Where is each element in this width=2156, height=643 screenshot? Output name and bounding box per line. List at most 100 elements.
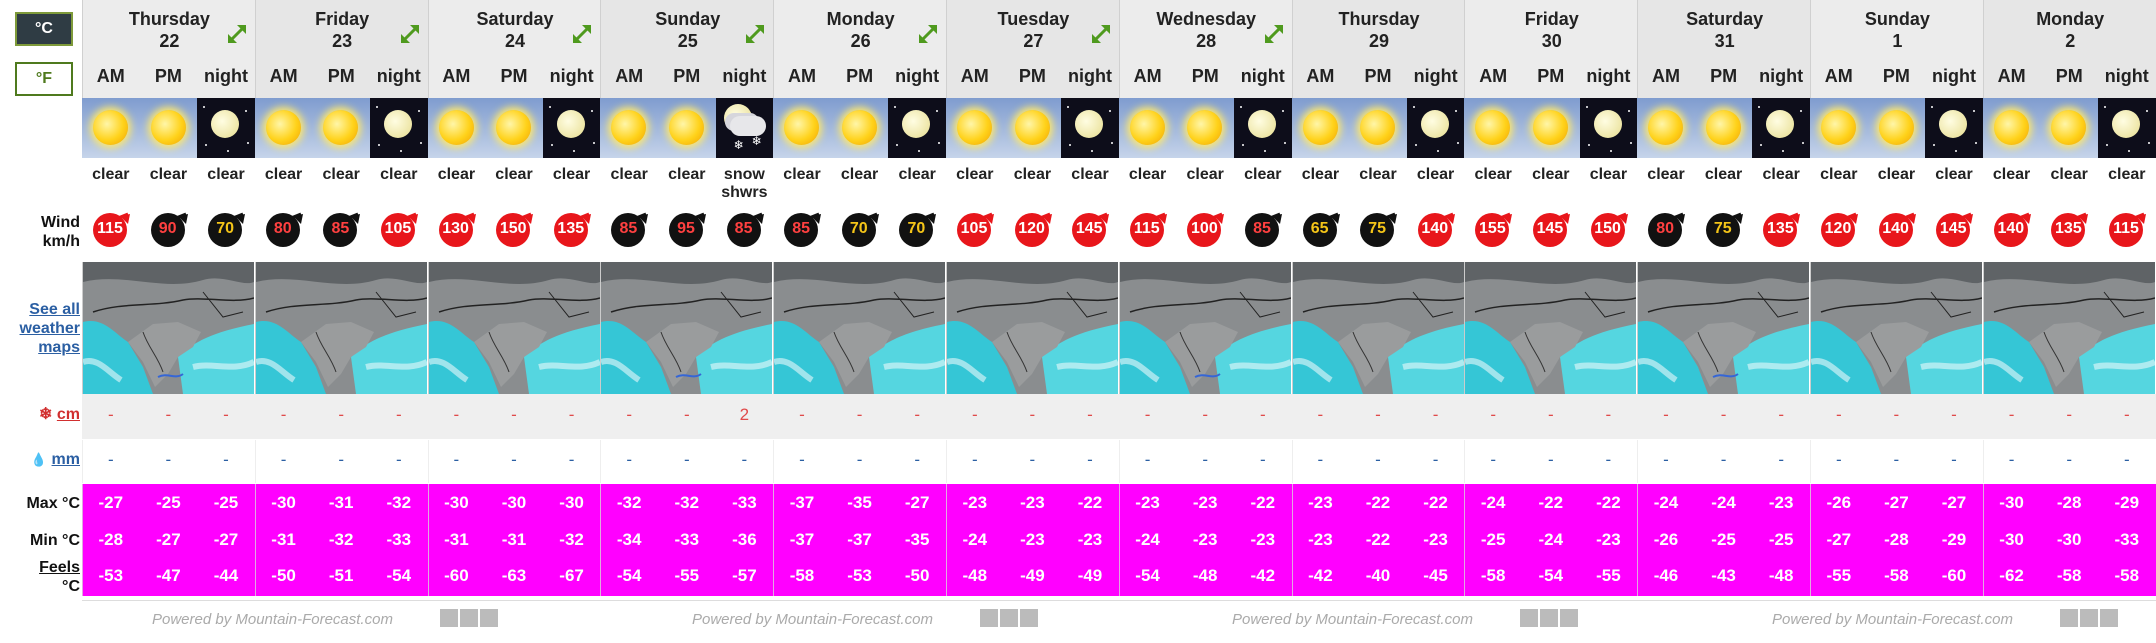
celsius-button[interactable]: °C xyxy=(15,12,73,46)
temperature-row-background xyxy=(1118,484,1292,596)
powered-by-text[interactable]: Powered by Mountain-Forecast.com xyxy=(152,611,393,628)
sun-icon xyxy=(841,110,877,145)
wind-cell: 120 xyxy=(1004,210,1062,252)
max-temp-value: -23 xyxy=(1308,493,1333,512)
sun-icon xyxy=(1705,110,1741,145)
weather-map-thumbnail[interactable] xyxy=(82,262,255,394)
period-label: night xyxy=(203,66,248,86)
wind-speed: 90 xyxy=(158,220,177,237)
moon-icon xyxy=(1075,110,1104,138)
min-temp-label: Min °C xyxy=(30,532,80,549)
wind-arrow-icon xyxy=(1648,212,1686,247)
weather-map-thumbnail[interactable] xyxy=(1637,262,1810,394)
min-temp-value: -36 xyxy=(732,530,757,549)
weather-icon-cell xyxy=(1867,98,1926,158)
sun-icon xyxy=(93,110,128,145)
max-temp-value: -30 xyxy=(501,493,527,512)
weather-icon-cell xyxy=(1752,98,1810,158)
wind-speed: 115 xyxy=(97,220,123,237)
expand-icon[interactable] xyxy=(223,20,251,48)
star-icon xyxy=(590,110,593,112)
max-temp-value: -29 xyxy=(2114,493,2140,512)
day-column: Thursday 22 AM clear 115- - -27 -28 -53 PM clear 90… xyxy=(82,0,256,600)
weather-map-thumbnail[interactable] xyxy=(946,262,1119,394)
raindrop-icon: 💧 xyxy=(30,452,48,467)
fahrenheit-button[interactable]: °F xyxy=(15,62,73,96)
expand-icon[interactable] xyxy=(396,20,424,48)
period-label: AM xyxy=(1651,66,1680,86)
max-temp-value: -35 xyxy=(847,493,872,512)
rain-row-background xyxy=(773,440,947,483)
expand-icon[interactable] xyxy=(914,20,942,48)
temperature-row-background xyxy=(1291,484,1465,596)
wind-arrow-icon xyxy=(784,212,822,247)
see-all-weather-maps-link[interactable]: See all weather maps xyxy=(19,301,80,356)
powered-by-text[interactable]: Powered by Mountain-Forecast.com xyxy=(1772,611,2013,628)
day-date: 2 xyxy=(2065,31,2076,51)
mountain-forecast-logo-icon xyxy=(2060,609,2118,627)
weather-icon-cell xyxy=(1176,98,1234,158)
period-label: PM xyxy=(2055,66,2083,86)
weather-icon-cell xyxy=(1118,98,1177,158)
weather-phrase: clear xyxy=(495,166,533,183)
expand-icon[interactable] xyxy=(1087,20,1115,48)
wind-cell: 155 xyxy=(1464,210,1522,252)
weather-map-thumbnail[interactable] xyxy=(600,262,773,394)
max-temp-value: -22 xyxy=(1423,493,1448,512)
rain-value: - xyxy=(1144,450,1151,469)
snow-row-background xyxy=(1118,394,1292,439)
feels-like-value: -53 xyxy=(98,566,124,585)
star-icon xyxy=(227,150,230,152)
snow-row-background xyxy=(600,394,774,439)
snow-row-background xyxy=(1291,394,1465,439)
weather-map-thumbnail[interactable] xyxy=(1982,262,2156,394)
day-header: Thursday 22 xyxy=(82,0,255,98)
moon-icon xyxy=(2111,110,2140,138)
sun-icon xyxy=(438,110,474,145)
max-temp-value: -33 xyxy=(732,493,757,512)
feels-like-value: -47 xyxy=(156,566,181,585)
day-column: Sunday 25 AM clear 85- - -32 -34 -54 PM clear 95- - -… xyxy=(600,0,775,600)
rain-value: - xyxy=(1778,450,1784,469)
star-icon xyxy=(247,142,250,144)
weather-map-thumbnail[interactable] xyxy=(254,262,428,394)
sun-icon xyxy=(2051,110,2087,145)
wind-arrow-icon xyxy=(1705,212,1743,247)
weather-map-thumbnail[interactable] xyxy=(1118,262,1292,394)
powered-by-text[interactable]: Powered by Mountain-Forecast.com xyxy=(692,611,933,628)
max-temp-value: -30 xyxy=(1999,493,2024,512)
sun-icon xyxy=(1302,110,1338,145)
min-temp-value: -33 xyxy=(2114,530,2140,549)
weather-map-thumbnail[interactable] xyxy=(427,262,601,394)
day-column: Saturday 24 AM clear 130- - -30 -31 -60 PM clear 15… xyxy=(427,0,602,600)
expand-icon[interactable] xyxy=(1260,20,1288,48)
powered-by-text[interactable]: Powered by Mountain-Forecast.com xyxy=(1232,611,1473,628)
weather-map-thumbnail[interactable] xyxy=(773,262,946,394)
weather-phrase: clear xyxy=(1935,166,1973,183)
wind-arrow-icon xyxy=(438,212,476,247)
wind-cell: 140 xyxy=(1407,210,1465,252)
wind-speed: 135 xyxy=(1767,220,1794,237)
weather-map-thumbnail[interactable] xyxy=(1464,262,1637,394)
max-temp-value: -30 xyxy=(271,493,296,512)
expand-icon[interactable] xyxy=(741,20,769,48)
snow-row-background xyxy=(773,394,946,439)
forecast-grid: Thursday 22 AM clear 115- - -27 -28 -53 PM clear 90… xyxy=(82,0,2156,642)
max-temp-value: -22 xyxy=(1077,493,1103,512)
temperature-row-background xyxy=(82,484,255,596)
weather-map-thumbnail[interactable] xyxy=(1810,262,1983,394)
weather-map-thumbnail[interactable] xyxy=(1291,262,1465,394)
rain-row-label[interactable]: 💧 mm xyxy=(0,450,80,469)
rain-value: - xyxy=(1663,450,1669,469)
snow-row-label[interactable]: ❄ cm xyxy=(0,405,80,424)
expand-icon[interactable] xyxy=(568,20,596,48)
weather-phrase: clear xyxy=(552,166,591,183)
period-label: AM xyxy=(787,66,816,86)
snow-value: - xyxy=(1893,405,1900,424)
day-date: 31 xyxy=(1714,31,1735,51)
wind-arrow-icon xyxy=(2051,212,2089,247)
star-icon xyxy=(377,144,380,146)
wind-cell: 75 xyxy=(1349,210,1407,252)
star-icon xyxy=(1587,144,1590,146)
day-name: Monday xyxy=(2036,9,2105,29)
